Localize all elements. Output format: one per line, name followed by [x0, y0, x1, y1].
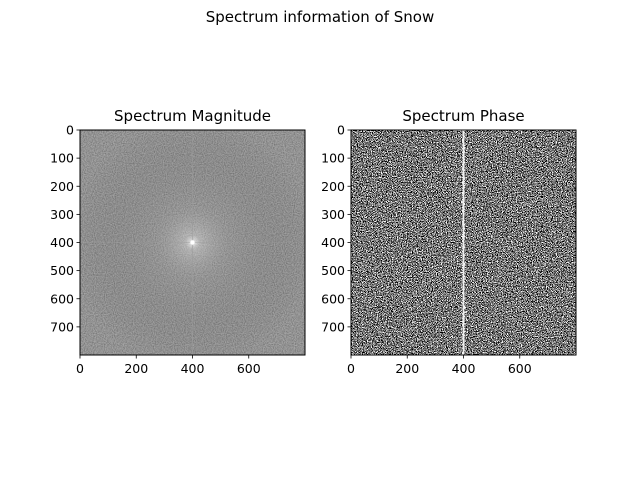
phase-ytick-label: 100 [321, 151, 345, 166]
magnitude-ytick-label: 100 [50, 151, 74, 166]
magnitude-ytick-label: 700 [50, 319, 74, 334]
phase-ytick-label: 500 [321, 263, 345, 278]
phase-xtick-label: 0 [347, 361, 355, 376]
phase-ytick-label: 700 [321, 319, 345, 334]
magnitude-ytick-label: 500 [50, 263, 74, 278]
magnitude-ytick-label: 0 [66, 123, 74, 138]
phase-ytick-label: 200 [321, 179, 345, 194]
phase-ytick-label: 0 [337, 123, 345, 138]
phase-ytick-label: 400 [321, 235, 345, 250]
phase-ytick-label: 600 [321, 291, 345, 306]
phase-xtick-label: 400 [452, 361, 476, 376]
magnitude-image [80, 130, 305, 355]
phase-image [351, 130, 576, 355]
phase-ytick-label: 300 [321, 207, 345, 222]
magnitude-xtick-label: 0 [76, 361, 84, 376]
figure-suptitle: Spectrum information of Snow [206, 8, 435, 26]
phase-panel: Spectrum Phase 0 200 400 600 0 100 200 300 400 50… [321, 107, 577, 376]
magnitude-xtick-label: 200 [124, 361, 148, 376]
phase-xtick-label: 200 [395, 361, 419, 376]
magnitude-dc-peak [190, 240, 195, 245]
magnitude-xtick-label: 400 [181, 361, 205, 376]
magnitude-ytick-label: 400 [50, 235, 74, 250]
magnitude-ytick-label: 600 [50, 291, 74, 306]
magnitude-panel: Spectrum Magnitude 0 200 400 600 0 100 200 300 4… [50, 107, 306, 376]
magnitude-title: Spectrum Magnitude [114, 107, 271, 125]
magnitude-ytick-label: 300 [50, 207, 74, 222]
phase-title: Spectrum Phase [402, 107, 524, 125]
phase-xtick-label: 600 [508, 361, 532, 376]
magnitude-xtick-label: 600 [237, 361, 261, 376]
magnitude-ytick-label: 200 [50, 179, 74, 194]
